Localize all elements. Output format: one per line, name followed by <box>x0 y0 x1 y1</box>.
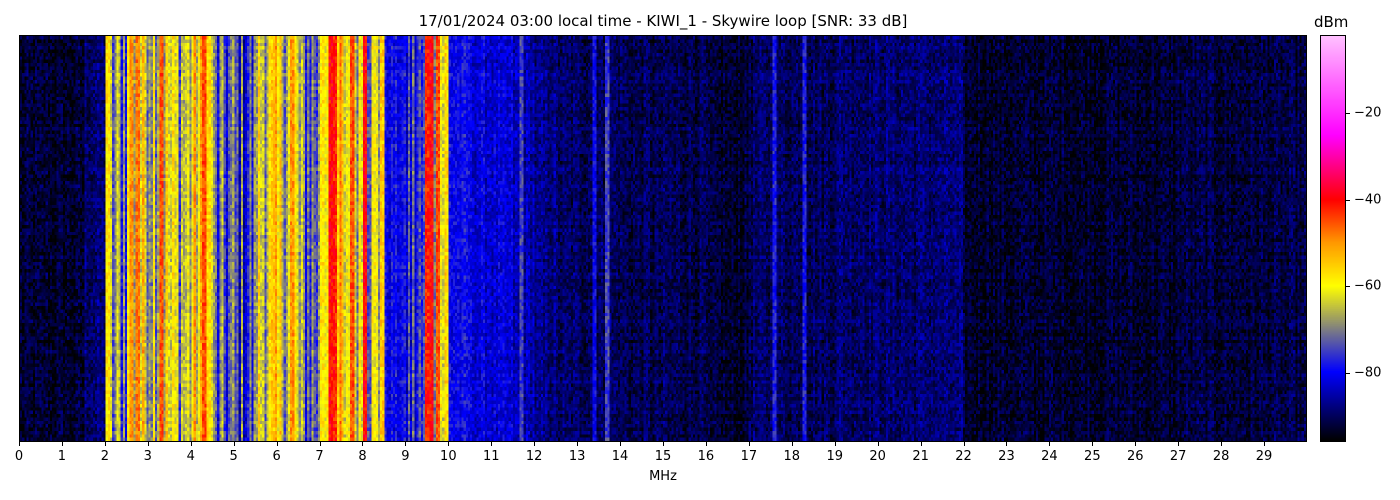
colorbar-tick-label: −40 <box>1354 192 1382 208</box>
colorbar-label: dBm <box>1314 13 1349 31</box>
x-tick-label: 5 <box>229 449 238 464</box>
x-tick-label: 7 <box>315 449 324 464</box>
x-tick-label: 21 <box>912 449 929 464</box>
x-tick-mark <box>448 442 450 446</box>
x-tick-label: 12 <box>525 449 543 464</box>
x-tick-label: 3 <box>143 449 152 464</box>
x-tick-label: 18 <box>783 449 801 464</box>
x-tick-label: 11 <box>482 449 500 464</box>
x-tick-mark <box>920 442 922 446</box>
x-axis-label: MHz <box>649 469 677 484</box>
x-tick-label: 16 <box>697 449 715 464</box>
x-tick-mark <box>663 442 664 446</box>
x-tick-mark <box>1135 442 1137 446</box>
x-tick-label: 22 <box>955 449 972 464</box>
colorbar <box>1320 35 1346 442</box>
x-tick-label: 25 <box>1084 449 1101 464</box>
x-tick-label: 27 <box>1169 449 1187 464</box>
x-tick-label: 15 <box>654 449 672 464</box>
x-tick-mark <box>1264 442 1266 446</box>
x-tick-mark <box>1049 442 1051 446</box>
x-tick-mark <box>276 442 278 446</box>
colorbar-tick-label: −60 <box>1354 278 1382 294</box>
x-tick-mark <box>147 442 149 446</box>
x-tick-label: 9 <box>401 449 410 464</box>
colorbar-tick-mark <box>1346 372 1350 374</box>
x-tick-label: 24 <box>1041 449 1058 464</box>
waterfall-heatmap <box>20 36 1306 441</box>
x-tick-mark <box>491 442 493 446</box>
x-tick-label: 13 <box>568 449 586 464</box>
x-tick-mark <box>104 442 106 446</box>
x-tick-mark <box>1092 442 1094 446</box>
x-tick-label: 23 <box>998 449 1015 464</box>
x-tick-label: 10 <box>440 449 457 464</box>
x-tick-mark <box>1178 442 1180 446</box>
waterfall-plot <box>19 35 1307 442</box>
x-tick-label: 20 <box>869 449 886 464</box>
x-tick-label: 0 <box>14 449 24 464</box>
x-tick-mark <box>620 442 622 446</box>
x-tick-mark <box>405 442 407 446</box>
x-tick-mark <box>534 442 536 446</box>
colorbar-tick-mark <box>1346 286 1350 288</box>
x-tick-mark <box>319 442 321 446</box>
x-tick-mark <box>362 442 364 446</box>
x-tick-label: 26 <box>1126 449 1144 464</box>
x-tick-label: 28 <box>1212 449 1230 464</box>
x-tick-mark <box>1006 442 1008 446</box>
x-tick-label: 4 <box>186 449 195 464</box>
x-tick-mark <box>577 442 579 446</box>
x-tick-mark <box>963 442 965 446</box>
colorbar-tick-mark <box>1346 199 1350 201</box>
x-tick-label: 2 <box>100 449 109 464</box>
x-tick-mark <box>791 442 793 446</box>
x-tick-mark <box>705 442 707 446</box>
x-tick-label: 6 <box>272 449 281 464</box>
x-tick-mark <box>834 442 836 446</box>
x-tick-label: 8 <box>358 449 367 464</box>
x-tick-label: 17 <box>740 449 758 464</box>
colorbar-tick-mark <box>1346 112 1350 114</box>
x-tick-mark <box>190 442 192 446</box>
x-tick-mark <box>748 442 750 446</box>
x-tick-label: 29 <box>1255 449 1273 464</box>
colorbar-tick-label: −20 <box>1354 105 1382 121</box>
x-tick-mark <box>233 442 235 446</box>
x-tick-mark <box>61 442 63 446</box>
x-tick-label: 14 <box>611 449 629 464</box>
x-tick-mark <box>1221 442 1223 446</box>
chart-title: 17/01/2024 03:00 local time - KIWI_1 - S… <box>418 12 908 30</box>
x-tick-mark <box>19 442 20 446</box>
colorbar-tick-label: −80 <box>1354 365 1382 381</box>
x-tick-label: 19 <box>826 449 843 464</box>
x-tick-label: 1 <box>57 449 67 464</box>
x-tick-mark <box>877 442 879 446</box>
